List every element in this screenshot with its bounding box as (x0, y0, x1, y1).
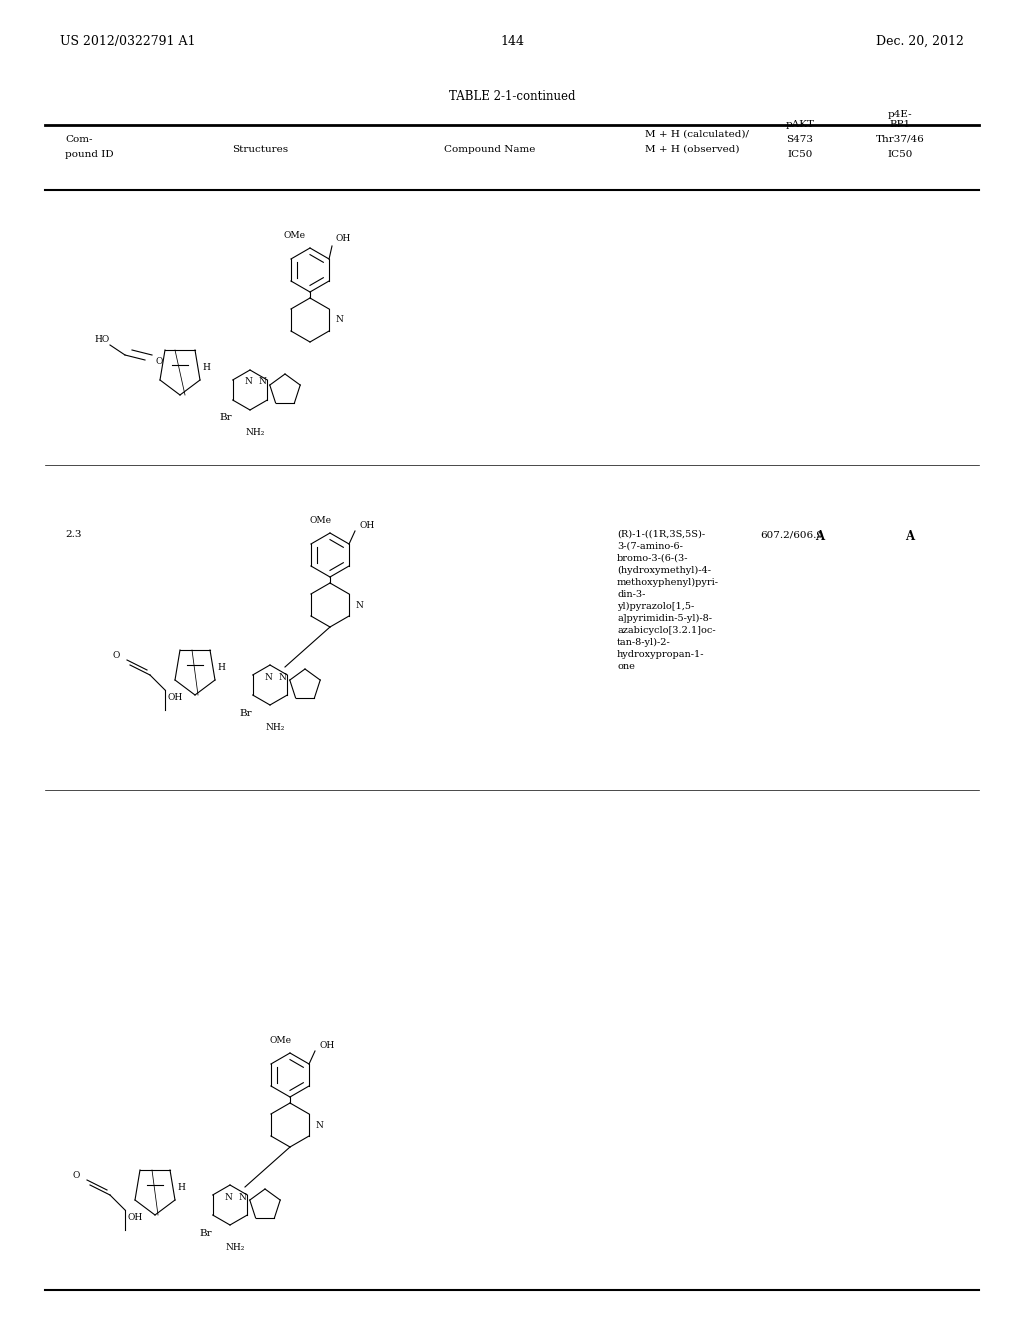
Text: azabicyclo[3.2.1]oc-: azabicyclo[3.2.1]oc- (617, 626, 716, 635)
Text: O: O (155, 358, 163, 367)
Text: Structures: Structures (232, 145, 288, 154)
Text: N: N (315, 1121, 323, 1130)
Text: N: N (244, 378, 252, 387)
Text: Dec. 20, 2012: Dec. 20, 2012 (877, 36, 964, 48)
Text: S473: S473 (786, 135, 813, 144)
Text: tan-8-yl)-2-: tan-8-yl)-2- (617, 638, 671, 647)
Text: yl)pyrazolo[1,5-: yl)pyrazolo[1,5- (617, 602, 694, 611)
Text: H: H (217, 664, 225, 672)
Text: N: N (258, 378, 266, 387)
Text: N: N (335, 315, 343, 325)
Text: din-3-: din-3- (617, 590, 645, 599)
Text: bromo-3-(6-(3-: bromo-3-(6-(3- (617, 554, 688, 564)
Text: one: one (617, 663, 635, 671)
Text: N: N (355, 601, 362, 610)
Text: N: N (224, 1192, 232, 1201)
Text: Br: Br (219, 413, 232, 422)
Text: N: N (279, 672, 286, 681)
Text: M + H (calculated)/: M + H (calculated)/ (645, 129, 749, 139)
Text: a]pyrimidin-5-yl)-8-: a]pyrimidin-5-yl)-8- (617, 614, 712, 623)
Text: OH: OH (335, 234, 350, 243)
Text: 3-(7-amino-6-: 3-(7-amino-6- (617, 543, 683, 550)
Text: Br: Br (200, 1229, 212, 1238)
Text: US 2012/0322791 A1: US 2012/0322791 A1 (60, 36, 196, 48)
Text: p4E-: p4E- (888, 110, 912, 119)
Text: Compound Name: Compound Name (444, 145, 536, 154)
Text: 607.2/606.9: 607.2/606.9 (760, 531, 823, 539)
Text: OH: OH (127, 1213, 142, 1221)
Text: O: O (73, 1171, 80, 1180)
Text: OMe: OMe (269, 1036, 291, 1045)
Text: TABLE 2-1-continued: TABLE 2-1-continued (449, 90, 575, 103)
Text: A: A (815, 531, 824, 543)
Text: IC50: IC50 (888, 150, 912, 158)
Text: Com-: Com- (65, 135, 92, 144)
Text: NH₂: NH₂ (246, 428, 264, 437)
Text: H: H (202, 363, 210, 372)
Text: OH: OH (319, 1041, 335, 1049)
Text: NH₂: NH₂ (225, 1243, 245, 1251)
Text: OMe: OMe (309, 516, 331, 525)
Text: 144: 144 (500, 36, 524, 48)
Text: HO: HO (95, 335, 110, 345)
Text: 2.3: 2.3 (65, 531, 82, 539)
Text: H: H (177, 1184, 185, 1192)
Text: (R)-1-((1R,3S,5S)-: (R)-1-((1R,3S,5S)- (617, 531, 706, 539)
Text: OH: OH (360, 521, 375, 531)
Text: M + H (observed): M + H (observed) (645, 145, 739, 154)
Text: BP1: BP1 (890, 120, 910, 129)
Text: pAKT: pAKT (785, 120, 814, 129)
Text: (hydroxymethyl)-4-: (hydroxymethyl)-4- (617, 566, 711, 576)
Text: O: O (113, 651, 120, 660)
Text: Br: Br (240, 709, 252, 718)
Text: N: N (238, 1192, 246, 1201)
Text: OMe: OMe (284, 231, 306, 240)
Text: N: N (264, 672, 272, 681)
Text: NH₂: NH₂ (265, 723, 285, 733)
Text: A: A (905, 531, 914, 543)
Text: hydroxypropan-1-: hydroxypropan-1- (617, 649, 705, 659)
Text: Thr37/46: Thr37/46 (876, 135, 925, 144)
Text: IC50: IC50 (787, 150, 813, 158)
Text: pound ID: pound ID (65, 150, 114, 158)
Text: methoxyphenyl)pyri-: methoxyphenyl)pyri- (617, 578, 719, 587)
Text: OH: OH (167, 693, 182, 701)
